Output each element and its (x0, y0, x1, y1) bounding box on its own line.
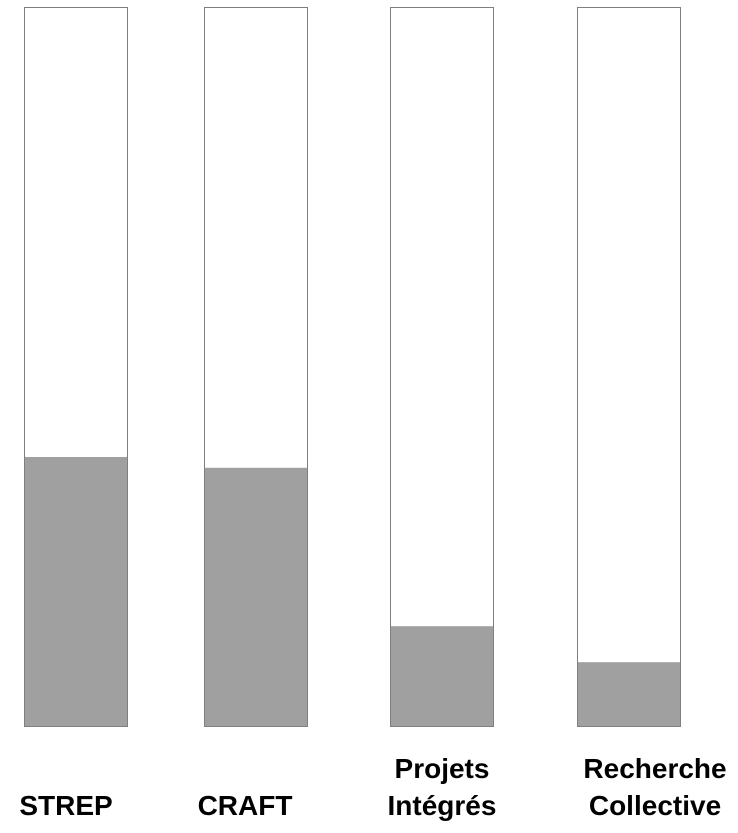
category-label-line: Collective (589, 790, 721, 821)
bar-track-0 (24, 7, 128, 727)
category-label-line: STREP (19, 790, 112, 821)
category-label-1: CRAFT (198, 790, 293, 821)
bar-track-2 (390, 7, 494, 727)
bar-fill-2 (390, 626, 494, 727)
category-labels: STREP CRAFT Projets Intégrés Recherche Collec… (19, 753, 726, 821)
bars-layer (24, 7, 681, 727)
bar-track-3 (577, 7, 681, 727)
category-label-line: Intégrés (388, 790, 497, 821)
bar-fill-0 (24, 457, 128, 727)
category-label-3: Recherche Collective (583, 753, 726, 821)
bar-fill-1 (204, 467, 308, 727)
category-label-line: CRAFT (198, 790, 293, 821)
category-label-line: Recherche (583, 753, 726, 784)
category-label-0: STREP (19, 790, 112, 821)
category-label-2: Projets Intégrés (388, 753, 497, 821)
category-label-line: Projets (395, 753, 490, 784)
bar-fill-3 (577, 662, 681, 727)
bar-track-1 (204, 7, 308, 727)
